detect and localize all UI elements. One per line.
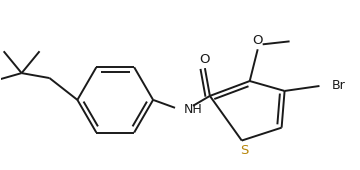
Text: NH: NH	[184, 103, 203, 116]
Text: S: S	[240, 144, 249, 157]
Text: O: O	[200, 53, 210, 66]
Text: O: O	[252, 34, 263, 47]
Text: Br: Br	[332, 80, 345, 92]
